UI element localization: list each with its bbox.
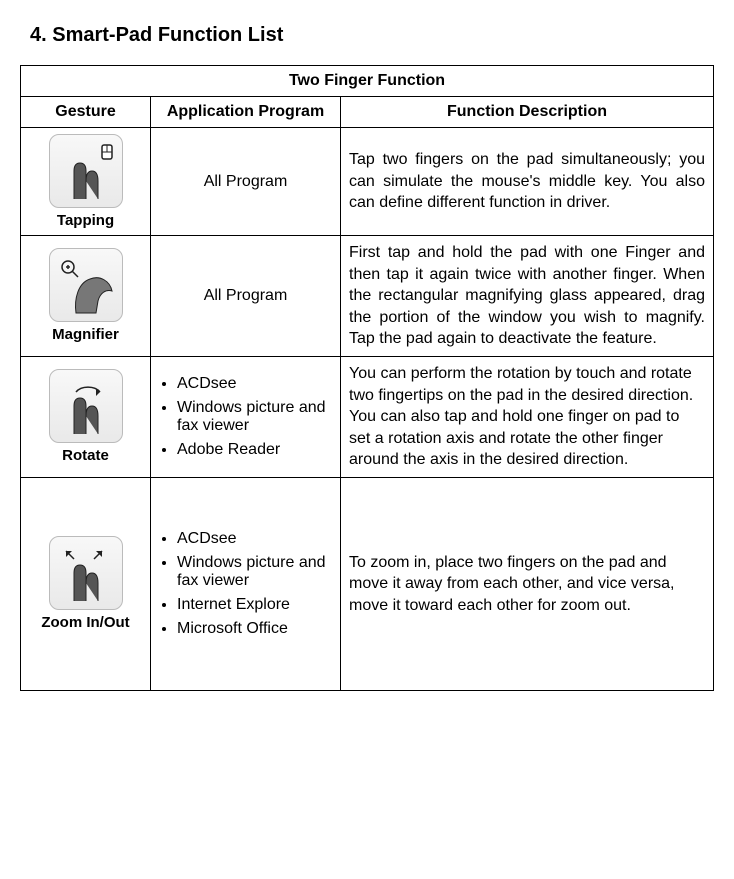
list-item: ACDsee: [177, 530, 332, 548]
program-list: ACDsee Windows picture and fax viewer Inte…: [159, 530, 332, 638]
gesture-label: Rotate: [29, 447, 142, 464]
description-cell: You can perform the rotation by touch an…: [341, 356, 714, 477]
description-cell: First tap and hold the pad with one Fing…: [341, 236, 714, 357]
program-cell: All Program: [151, 236, 341, 357]
zoom-icon: [49, 536, 123, 610]
gesture-cell: Tapping: [21, 128, 151, 236]
group-header: Two Finger Function: [21, 66, 714, 97]
table-row: Magnifier All ProgramFirst tap and hold t…: [21, 236, 714, 357]
list-item: Windows picture and fax viewer: [177, 399, 332, 435]
program-cell: All Program: [151, 128, 341, 236]
table-row: Zoom In/Out ACDsee Windows picture and fax…: [21, 477, 714, 690]
table-row: Rotate ACDsee Windows picture and fax view…: [21, 356, 714, 477]
list-item: Internet Explore: [177, 596, 332, 614]
function-table: Two Finger Function Gesture Application …: [20, 65, 714, 691]
description-cell: To zoom in, place two fingers on the pad…: [341, 477, 714, 690]
tapping-icon: [49, 134, 123, 208]
gesture-cell: Magnifier: [21, 236, 151, 357]
table-row: Tapping All ProgramTap two fingers on the…: [21, 128, 714, 236]
list-item: ACDsee: [177, 375, 332, 393]
magnifier-icon: [49, 248, 123, 322]
program-cell: ACDsee Windows picture and fax viewer Inte…: [151, 477, 341, 690]
gesture-cell: Rotate: [21, 356, 151, 477]
rotate-icon: [49, 369, 123, 443]
section-title: 4. Smart-Pad Function List: [30, 24, 714, 47]
program-cell: ACDsee Windows picture and fax viewer Adob…: [151, 356, 341, 477]
col-gesture: Gesture: [21, 97, 151, 128]
program-list: ACDsee Windows picture and fax viewer Adob…: [159, 375, 332, 459]
gesture-label: Zoom In/Out: [29, 614, 142, 631]
list-item: Adobe Reader: [177, 441, 332, 459]
list-item: Windows picture and fax viewer: [177, 554, 332, 590]
col-description: Function Description: [341, 97, 714, 128]
gesture-label: Magnifier: [29, 326, 142, 343]
gesture-cell: Zoom In/Out: [21, 477, 151, 690]
gesture-label: Tapping: [29, 212, 142, 229]
description-cell: Tap two fingers on the pad simultaneousl…: [341, 128, 714, 236]
list-item: Microsoft Office: [177, 620, 332, 638]
col-program: Application Program: [151, 97, 341, 128]
